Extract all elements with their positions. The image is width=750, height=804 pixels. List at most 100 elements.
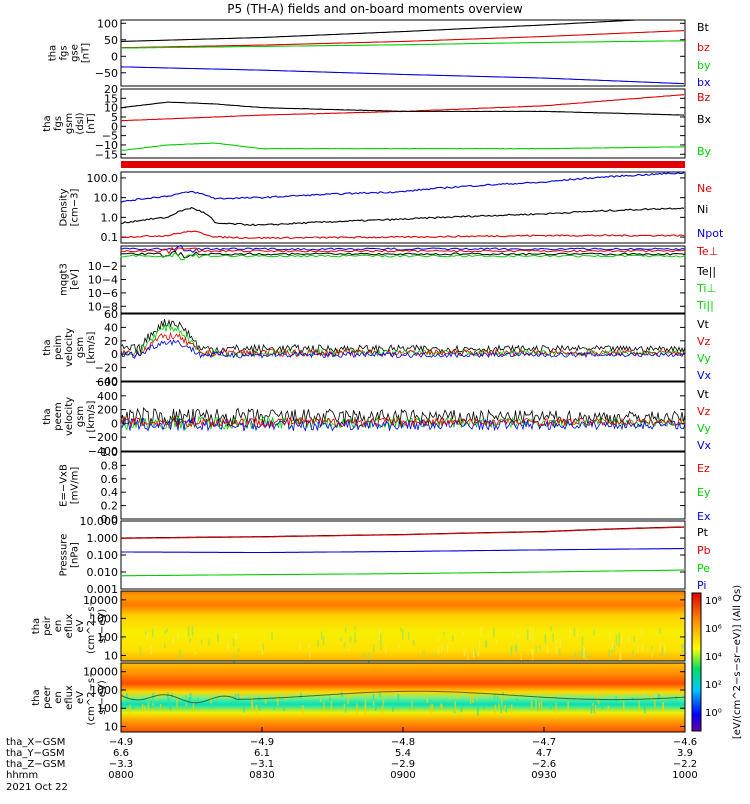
spectrogram-streak bbox=[483, 705, 485, 710]
y-axis-label: tha bbox=[42, 339, 53, 355]
y-axis-label: tha bbox=[31, 618, 42, 634]
y-tick-label: −200 bbox=[88, 431, 118, 444]
spectrogram-streak bbox=[601, 702, 604, 710]
spectrogram-streak bbox=[187, 626, 190, 637]
panel-frame bbox=[120, 88, 686, 159]
flag-bar bbox=[121, 161, 685, 168]
spectrogram-streak bbox=[300, 693, 302, 699]
y-axis-label: eV bbox=[75, 691, 86, 704]
spectrogram-streak bbox=[273, 703, 275, 710]
spectrogram-streak bbox=[210, 696, 212, 704]
spectrogram-streak bbox=[537, 701, 539, 711]
y-axis-label: [km/s] bbox=[86, 331, 97, 363]
spectrogram-streak bbox=[469, 694, 472, 705]
spectrogram-streak bbox=[434, 653, 437, 658]
spectrogram-streak bbox=[440, 703, 442, 709]
y-axis-label: tha bbox=[42, 408, 53, 424]
spectrogram-streak bbox=[510, 645, 513, 652]
y-axis-label: [nT] bbox=[81, 43, 92, 63]
legend-Ti||: Ti|| bbox=[696, 299, 714, 312]
spectrogram-streak bbox=[495, 640, 498, 645]
y-tick-label: 0 bbox=[111, 417, 118, 430]
y-axis-label: gsm bbox=[64, 113, 75, 134]
spectrogram-streak bbox=[632, 697, 634, 701]
y-tick-label: 20 bbox=[104, 335, 118, 348]
y-axis-label: fgs bbox=[59, 45, 70, 60]
spectrogram-streak bbox=[498, 703, 500, 710]
spectrogram-streak bbox=[650, 694, 652, 701]
series-density-Ni bbox=[120, 206, 685, 227]
y-axis-label: gsm bbox=[75, 406, 86, 427]
spectrogram-streak bbox=[544, 635, 547, 644]
spectrogram-streak bbox=[323, 702, 325, 713]
spectrogram-streak bbox=[517, 642, 519, 647]
spectrogram-streak bbox=[505, 701, 507, 713]
spectrogram-streak bbox=[150, 645, 152, 655]
x-tick-value: 0900 bbox=[390, 770, 415, 781]
spectrogram-streak bbox=[188, 697, 190, 706]
spectrogram-streak bbox=[168, 697, 171, 709]
y-tick-label: 10.000 bbox=[80, 515, 119, 528]
spectrogram-streak bbox=[233, 653, 235, 665]
spectrogram-streak bbox=[579, 651, 581, 655]
panel-frame bbox=[120, 590, 686, 662]
spectrogram-streak bbox=[368, 652, 370, 664]
spectrogram-streak bbox=[211, 701, 213, 708]
colorbar-tick: 10⁶ bbox=[705, 624, 722, 635]
legend-Vt: Vt bbox=[697, 388, 710, 401]
spectrogram-streak bbox=[372, 644, 375, 652]
legend-Pi: Pi bbox=[697, 579, 706, 592]
y-axis-label: sr−eV) bbox=[97, 609, 108, 644]
y-tick-label: 50 bbox=[104, 34, 118, 47]
panel-frame bbox=[120, 520, 686, 590]
spectrogram-streak bbox=[555, 645, 558, 654]
spectrogram-streak bbox=[540, 699, 543, 708]
spectrogram-streak bbox=[191, 626, 194, 636]
legend-Vt: Vt bbox=[697, 318, 710, 331]
series-fgs-Bt bbox=[121, 19, 684, 42]
spectrogram-streak bbox=[643, 704, 645, 710]
spectrogram-streak bbox=[313, 700, 315, 705]
spectrogram-streak bbox=[675, 695, 677, 703]
spectrogram-streak bbox=[638, 701, 640, 711]
spectrogram-streak bbox=[344, 627, 347, 633]
spectrogram-streak bbox=[172, 637, 175, 644]
spectrogram-streak bbox=[255, 704, 258, 714]
spectrogram-streak bbox=[240, 693, 242, 699]
spectrogram-streak bbox=[399, 627, 402, 632]
legend-Pt: Pt bbox=[697, 526, 709, 539]
spectrogram-streak bbox=[627, 635, 630, 644]
x-tick-value: 6.6 bbox=[113, 748, 129, 759]
y-tick-label: −50 bbox=[95, 67, 118, 80]
spectrogram-streak bbox=[467, 652, 469, 660]
spectrogram-streak bbox=[601, 692, 604, 698]
spectrogram-streak bbox=[232, 698, 235, 705]
series-fgs_gsm-Bz bbox=[120, 94, 685, 122]
spectrogram-streak bbox=[480, 626, 482, 637]
y-tick-label: 10000 bbox=[83, 666, 118, 679]
spectrogram-streak bbox=[341, 692, 343, 697]
spectrogram-streak bbox=[381, 705, 384, 714]
legend-Bx: Bx bbox=[697, 113, 712, 126]
x-row-label: tha_Z−GSM bbox=[6, 759, 65, 770]
spectrogram-streak bbox=[567, 701, 569, 711]
spectrogram-streak bbox=[641, 629, 643, 637]
y-tick-label: 15 bbox=[104, 92, 118, 105]
y-axis-label: eflux bbox=[64, 685, 75, 710]
y-axis-label: fgs bbox=[53, 116, 64, 131]
spectrogram-streak bbox=[510, 648, 512, 657]
spectrogram-streak bbox=[500, 704, 502, 714]
colorbar-tick: 10⁰ bbox=[705, 708, 722, 719]
spectrogram-streak bbox=[349, 636, 352, 643]
spectrogram-streak bbox=[517, 634, 520, 640]
y-tick-label: 0.1 bbox=[101, 231, 119, 244]
spectrogram-streak bbox=[437, 647, 440, 654]
spectrogram-streak bbox=[609, 631, 611, 640]
spectrogram-streak bbox=[126, 692, 128, 700]
spectrogram-streak bbox=[681, 644, 683, 651]
x-tick-value: −2.6 bbox=[532, 759, 556, 770]
spectrogram-streak bbox=[398, 645, 401, 650]
legend-Bt: Bt bbox=[697, 21, 710, 34]
spectrogram-streak bbox=[163, 643, 166, 649]
